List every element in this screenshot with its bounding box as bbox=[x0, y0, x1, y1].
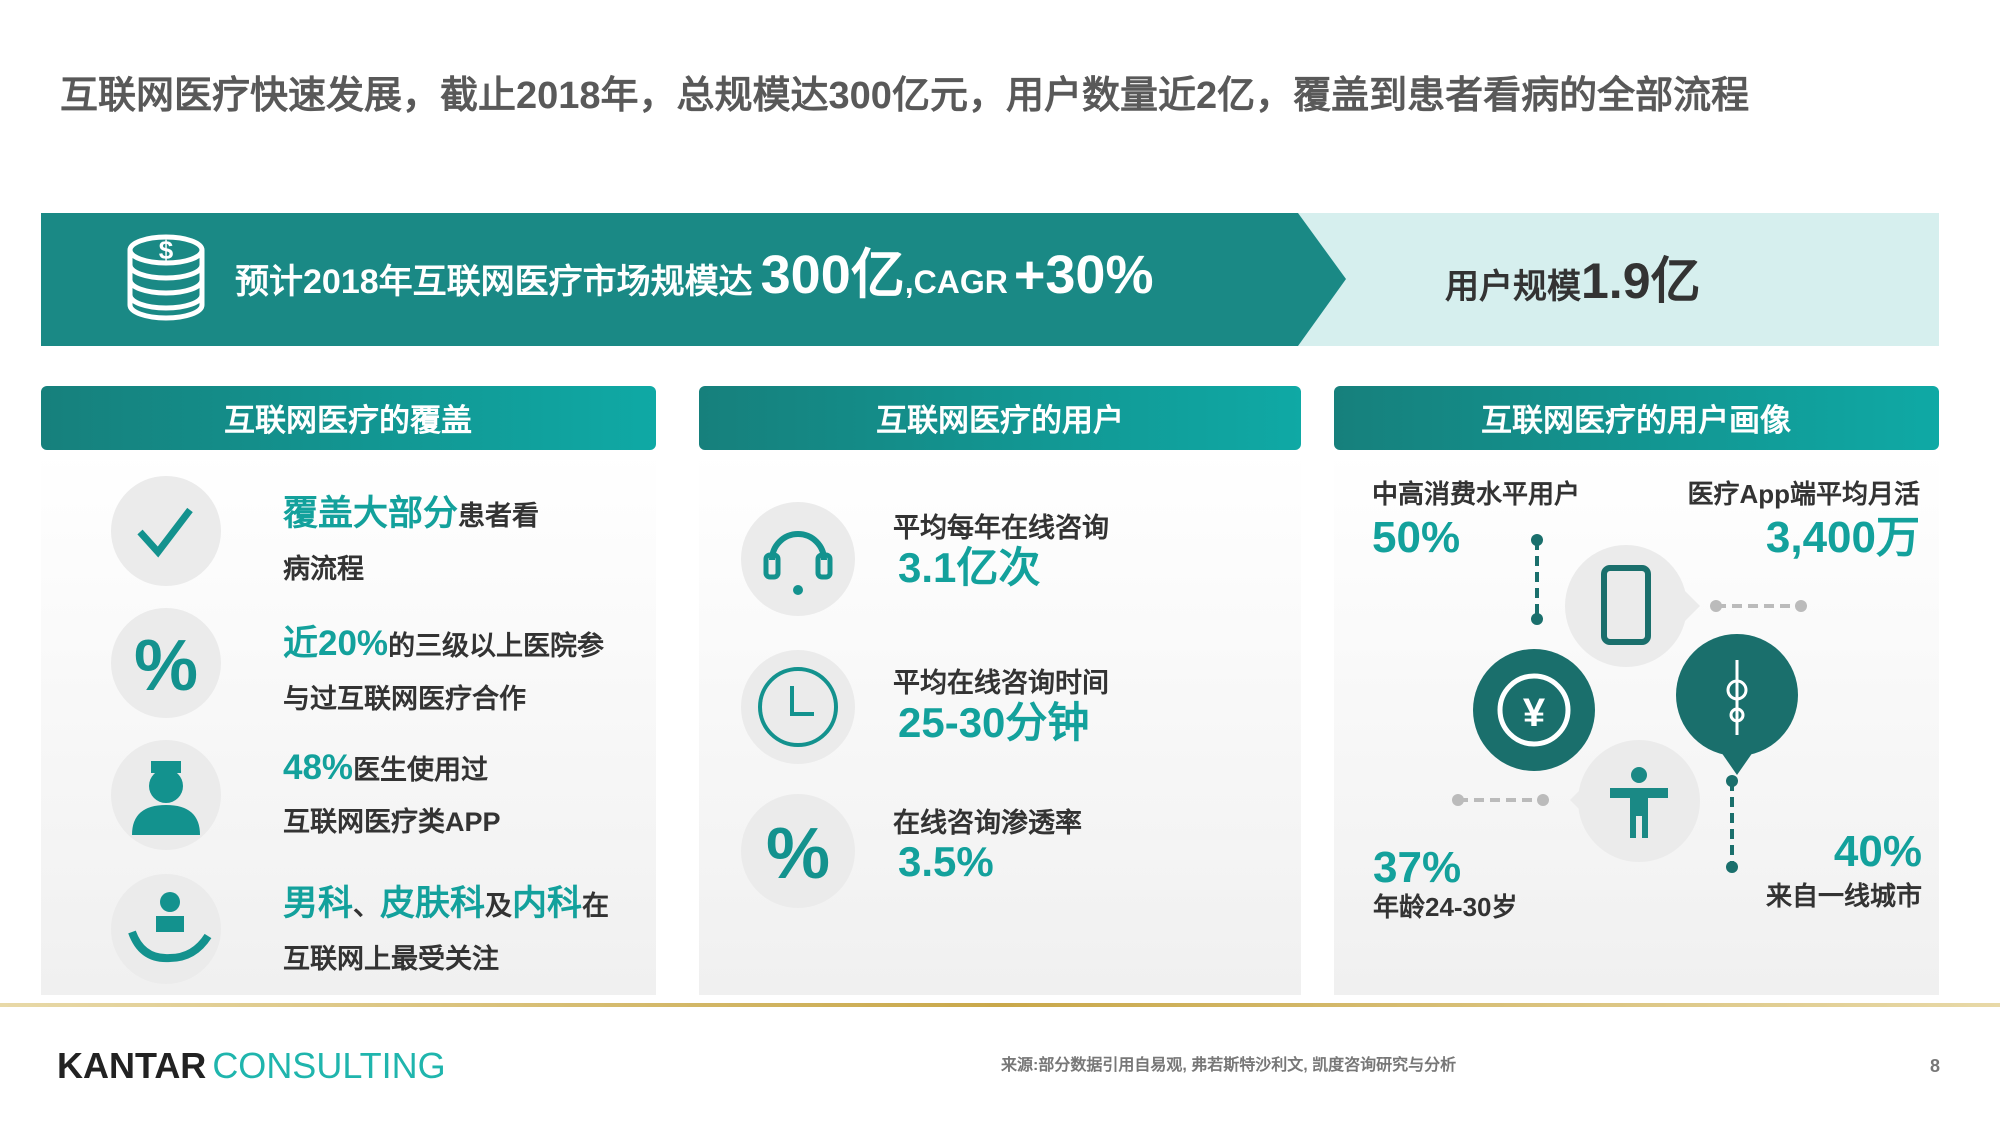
panel-content: 互联网医疗的覆盖 互联网医疗的用户 互联网医疗的用户画像覆盖大部分患者看病流程近20… bbox=[224, 403, 1922, 974]
market-size: 300亿 bbox=[761, 245, 905, 305]
item-text: 、 bbox=[353, 891, 380, 921]
stat-label: 年龄24-30岁 bbox=[1373, 892, 1518, 922]
gold-rule bbox=[0, 1003, 2000, 1007]
coin-icon: $ bbox=[127, 234, 205, 321]
users-value: 1.9亿 bbox=[1581, 253, 1701, 309]
item-line: 覆盖大部分患者看 bbox=[283, 494, 539, 533]
panel-header: 互联网医疗的用户画像 bbox=[1481, 403, 1791, 438]
panel-bg bbox=[1334, 450, 1939, 995]
stat-value: 50% bbox=[1372, 513, 1460, 562]
cagr-value: +30% bbox=[1014, 245, 1154, 305]
item-line: 近20%的三级以上医院参 bbox=[283, 624, 604, 663]
market-lead: 预计2018年互联网医疗市场规模达 bbox=[235, 262, 753, 301]
usage-value: 3.1亿次 bbox=[898, 544, 1040, 591]
panel-header: 互联网医疗的覆盖 bbox=[224, 403, 472, 438]
panel1-icons: % bbox=[111, 476, 221, 984]
logo-light: CONSULTING bbox=[212, 1045, 445, 1086]
svg-text:$: $ bbox=[159, 235, 174, 265]
banner-dark bbox=[41, 213, 1346, 346]
logo-dark: KANTAR bbox=[57, 1045, 206, 1086]
svg-text:¥: ¥ bbox=[1523, 691, 1546, 735]
item-text: 病流程 bbox=[283, 554, 364, 584]
item-emphasis: 近20% bbox=[283, 624, 388, 663]
panel2-icons: % bbox=[741, 502, 855, 908]
page-number: 8 bbox=[1930, 1056, 1940, 1076]
logo: KANTAR CONSULTING bbox=[57, 1045, 446, 1086]
svg-text:%: % bbox=[766, 814, 830, 894]
item-line: 48%医生使用过 bbox=[283, 748, 488, 787]
item-text: 互联网上最受关注 bbox=[283, 943, 499, 974]
usage-value: 25-30分钟 bbox=[898, 699, 1089, 746]
item-line: 男科、皮肤科及内科在 bbox=[283, 884, 609, 923]
usage-value: 3.5% bbox=[898, 838, 994, 885]
persona-graphic: ¥ bbox=[1452, 534, 1807, 873]
item-text: 与过互联网医疗合作 bbox=[283, 683, 526, 714]
item-emphasis: 覆盖大部分 bbox=[283, 494, 458, 533]
item-emphasis: 内科 bbox=[512, 884, 582, 923]
usage-label: 平均每年在线咨询 bbox=[893, 512, 1109, 543]
item-emphasis: 男科 bbox=[283, 884, 353, 923]
svg-text:%: % bbox=[134, 626, 198, 706]
item-text: 医生使用过 bbox=[353, 755, 488, 785]
panel-header: 互联网医疗的用户 bbox=[876, 403, 1124, 438]
market-text: 预计2018年互联网医疗市场规模达 300亿,CAGR +30% bbox=[235, 245, 1153, 305]
item-text: 的三级以上医院参 bbox=[388, 630, 604, 661]
users-text: 用户规模1.9亿 bbox=[1445, 253, 1701, 309]
item-text: 及 bbox=[485, 891, 512, 921]
item-line: 互联网医疗类APP bbox=[283, 806, 501, 837]
stat-label: 中高消费水平用户 bbox=[1372, 479, 1580, 509]
item-emphasis: 皮肤科 bbox=[380, 884, 485, 923]
users-label: 用户规模 bbox=[1445, 268, 1581, 306]
stat-value: 37% bbox=[1373, 843, 1461, 892]
panel-header-bar bbox=[1334, 386, 1939, 450]
source-note: 来源:部分数据引用自易观, 弗若斯特沙利文, 凯度咨询研究与分析 bbox=[1000, 1055, 1456, 1074]
panel-header-bar bbox=[699, 386, 1301, 450]
item-line: 与过互联网医疗合作 bbox=[283, 683, 526, 714]
item-text: 互联网医疗类APP bbox=[283, 806, 501, 837]
stat-label: 来自一线城市 bbox=[1766, 881, 1922, 911]
item-text: 患者看 bbox=[458, 501, 539, 531]
usage-label: 平均在线咨询时间 bbox=[893, 668, 1109, 698]
item-line: 互联网上最受关注 bbox=[283, 943, 499, 974]
item-emphasis: 48% bbox=[283, 748, 353, 787]
stat-value: 3,400万 bbox=[1766, 513, 1920, 562]
item-line: 病流程 bbox=[283, 554, 364, 584]
cagr-label: ,CAGR bbox=[905, 264, 1008, 300]
stat-label: 医疗App端平均月活 bbox=[1687, 479, 1920, 509]
panel-header-bar bbox=[41, 386, 656, 450]
item-text: 在 bbox=[582, 891, 609, 921]
stat-value: 40% bbox=[1834, 827, 1922, 876]
slide-title: 互联网医疗快速发展，截止2018年，总规模达300亿元，用户数量近2亿，覆盖到患… bbox=[60, 74, 1749, 117]
usage-label: 在线咨询渗透率 bbox=[893, 807, 1082, 838]
